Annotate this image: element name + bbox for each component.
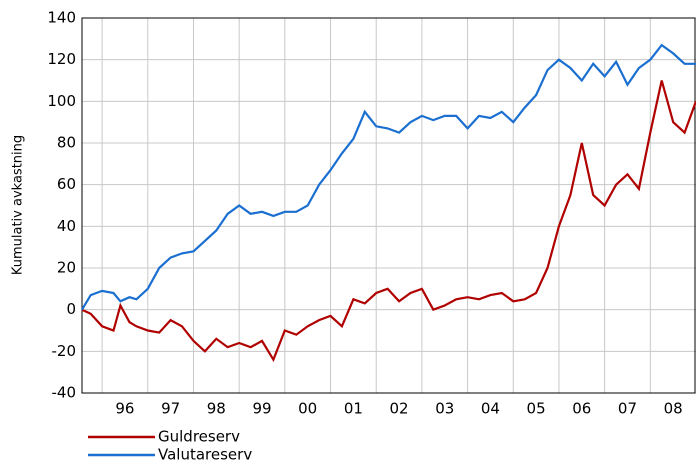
x-tick-label: 06 <box>572 400 591 418</box>
line-series <box>81 43 696 311</box>
y-tick-label: 0 <box>66 300 76 318</box>
x-tick-label: 96 <box>115 400 134 418</box>
y-tick-label: 20 <box>57 259 76 277</box>
x-tick-label: 97 <box>161 400 180 418</box>
y-tick-label: -40 <box>52 384 77 402</box>
x-tick-label: 07 <box>618 400 637 418</box>
x-tick-label: 08 <box>664 400 683 418</box>
y-axis-label: Kumulativ avkastning <box>11 135 26 275</box>
legend-label: Guldreserv <box>158 428 240 446</box>
x-tick-label: 03 <box>435 400 454 418</box>
x-tick-label: 01 <box>344 400 363 418</box>
x-tick-label: 98 <box>207 400 226 418</box>
x-tick-label: 02 <box>390 400 409 418</box>
y-tick-label: 120 <box>47 50 76 68</box>
x-tick-label: 00 <box>298 400 317 418</box>
plot-frame <box>81 17 696 394</box>
legend-label: Valutareserv <box>158 446 252 462</box>
x-tick-label: 99 <box>252 400 271 418</box>
y-tick-label: 140 <box>47 9 76 27</box>
x-tick-label: 05 <box>527 400 546 418</box>
y-tick-label: 60 <box>57 175 76 193</box>
y-tick-label: 40 <box>57 217 76 235</box>
line-series <box>81 80 696 363</box>
y-tick-label: 80 <box>57 134 76 152</box>
y-tick-label: -20 <box>52 342 77 360</box>
x-tick-label: 04 <box>481 400 500 418</box>
y-tick-label: 100 <box>47 92 76 110</box>
